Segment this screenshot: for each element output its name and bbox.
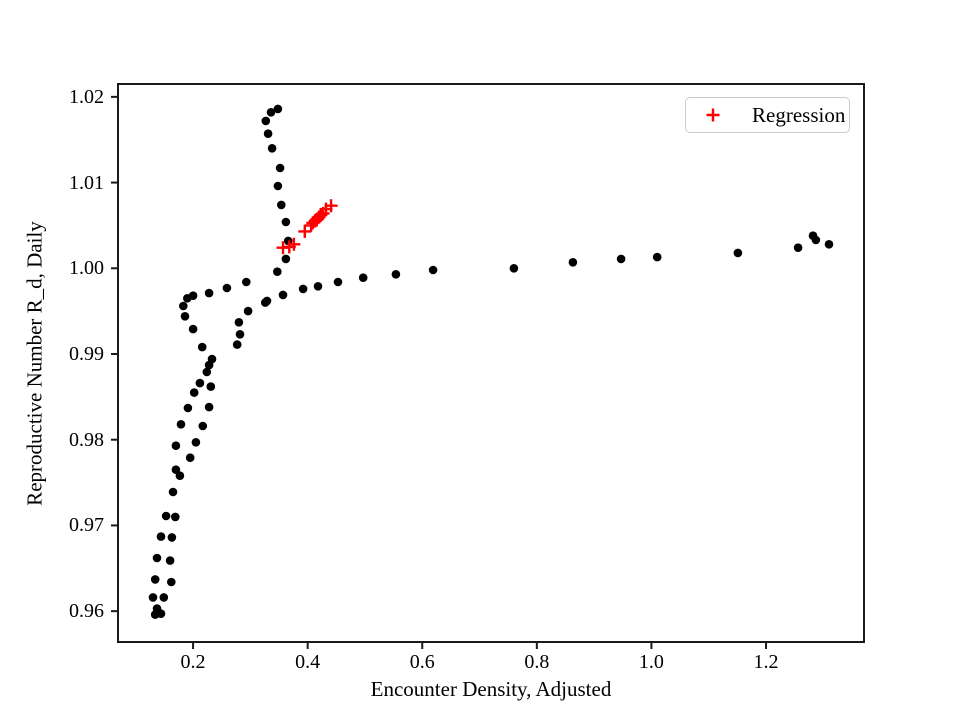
data-point [204, 360, 214, 370]
data-point [171, 512, 180, 522]
data-point [428, 265, 438, 275]
data-point [204, 402, 214, 412]
data-point [148, 593, 158, 602]
data-point [824, 240, 834, 249]
y-tick-label: 0.96 [69, 600, 104, 623]
data-point [150, 575, 160, 584]
data-point [222, 283, 232, 293]
x-tick-label: 1.0 [638, 651, 664, 673]
data-point [165, 556, 175, 565]
data-point [273, 267, 282, 277]
data-point [267, 144, 277, 153]
data-point [175, 471, 185, 481]
data-point [188, 324, 198, 334]
regression-points [276, 199, 338, 255]
data-point [391, 270, 401, 279]
data-point [179, 301, 188, 311]
data-point [811, 235, 821, 245]
regression-point [287, 237, 301, 251]
data-point [298, 284, 308, 294]
data-point [652, 252, 662, 262]
data-point [793, 243, 803, 252]
regression-point [324, 199, 338, 213]
y-tick-label: 1.00 [69, 257, 104, 280]
data-point [197, 342, 207, 352]
x-axis-label: Encounter Density, Adjusted [370, 677, 612, 701]
data-point [278, 290, 288, 300]
regression-plus-marker-icon [706, 108, 720, 122]
scatter-points-data [148, 104, 834, 619]
data-point [180, 312, 190, 321]
data-point [156, 609, 166, 618]
data-point [189, 388, 199, 397]
data-point [263, 129, 273, 138]
data-point [277, 200, 286, 210]
data-point [191, 438, 201, 447]
data-point [206, 382, 216, 391]
data-point [204, 288, 214, 298]
data-point [243, 306, 253, 316]
data-point [242, 277, 251, 287]
data-point [273, 104, 283, 114]
data-point [152, 553, 162, 563]
legend-label-regression: Regression [752, 102, 846, 127]
data-point [313, 282, 323, 291]
x-tick-label: 0.6 [409, 651, 435, 673]
y-tick-label: 1.02 [69, 85, 104, 108]
data-point [176, 420, 186, 429]
y-tick-label: 1.01 [69, 171, 104, 194]
data-point [202, 367, 212, 377]
data-point [185, 453, 195, 463]
data-point [159, 593, 169, 602]
data-point [167, 533, 177, 542]
regression-point [298, 224, 312, 238]
data-point [261, 298, 270, 307]
data-point [198, 421, 208, 431]
data-point [234, 318, 244, 327]
data-point [266, 108, 276, 117]
data-point [171, 441, 181, 451]
y-tick-label: 0.99 [69, 343, 104, 365]
data-point [281, 254, 291, 264]
data-point [509, 264, 519, 273]
data-point [261, 116, 271, 126]
y-tick-label: 0.98 [69, 428, 104, 451]
data-point [281, 217, 291, 227]
data-point [568, 258, 578, 267]
data-point [161, 511, 171, 521]
data-point [235, 330, 245, 339]
data-point [183, 294, 192, 303]
plot-spines [117, 83, 865, 643]
x-tick-label: 0.8 [524, 651, 550, 673]
x-tick-label: 0.2 [180, 651, 206, 673]
legend: Regression [685, 97, 850, 133]
data-point [273, 181, 283, 191]
data-point [167, 577, 176, 587]
x-tick-label: 0.4 [295, 651, 321, 673]
data-point [183, 403, 193, 413]
data-point [616, 254, 626, 264]
data-point [275, 163, 285, 173]
data-point [156, 532, 166, 541]
data-point [168, 487, 178, 497]
data-point [195, 378, 205, 388]
y-tick-label: 0.97 [69, 514, 104, 537]
data-point [358, 273, 368, 283]
data-point [333, 277, 343, 287]
x-tick-label: 1.2 [753, 651, 779, 673]
data-point [232, 340, 242, 349]
data-point [733, 248, 743, 258]
